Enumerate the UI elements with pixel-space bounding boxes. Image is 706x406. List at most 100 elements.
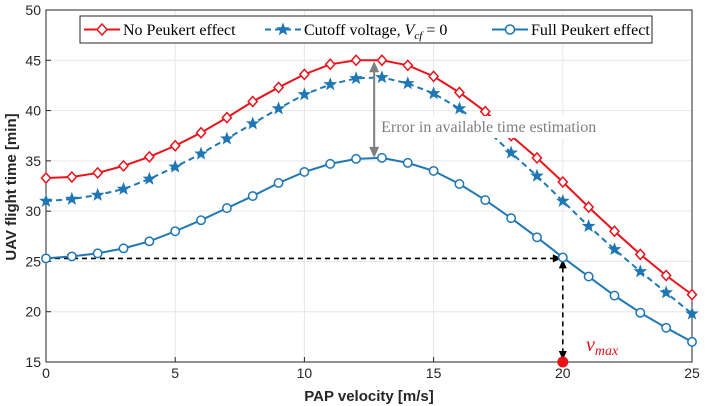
data-point <box>324 58 336 71</box>
data-point <box>686 288 698 301</box>
y-tick-label: 45 <box>25 52 41 68</box>
data-point <box>426 86 441 100</box>
data-point <box>608 225 620 238</box>
legend-label-cutoff: Cutoff voltage, Vcf = 0 <box>304 22 447 42</box>
vmax-label-sub: max <box>595 344 619 359</box>
x-tick-label: 10 <box>297 365 313 381</box>
data-point <box>118 243 129 254</box>
data-point <box>196 215 206 226</box>
legend-item-full-peukert: Full Peukert effect <box>492 22 650 39</box>
data-point <box>66 251 77 262</box>
data-point <box>143 150 155 163</box>
data-point <box>609 290 620 301</box>
data-point <box>298 68 310 81</box>
data-point <box>221 111 233 124</box>
series-3 <box>41 152 697 347</box>
data-point <box>687 336 697 347</box>
legend-marker-diamond-icon <box>95 22 109 37</box>
error-annotation-text: Error in available time estimation <box>381 119 596 136</box>
x-tick-label: 20 <box>555 365 571 381</box>
data-point <box>247 95 259 108</box>
y-tick-label: 20 <box>25 304 41 320</box>
data-point <box>299 166 310 177</box>
y-axis-label: UAV flight time [min] <box>3 113 20 260</box>
data-point <box>245 116 260 130</box>
data-point <box>635 307 646 318</box>
data-point <box>480 195 491 206</box>
data-point <box>92 248 103 259</box>
arrow-right-icon <box>552 254 562 263</box>
x-tick-label: 15 <box>426 365 442 381</box>
legend-label-no-peukert: No Peukert effect <box>123 22 236 39</box>
data-point <box>325 158 336 169</box>
vmax-label: vmax <box>586 334 619 359</box>
data-point <box>634 248 646 261</box>
data-point <box>349 71 363 85</box>
data-point <box>376 54 388 67</box>
data-point <box>530 168 544 182</box>
annotations <box>46 254 567 360</box>
data-point <box>557 252 568 263</box>
data-point <box>661 322 672 333</box>
data-point <box>453 86 465 99</box>
data-point <box>583 271 594 282</box>
data-point <box>221 203 232 214</box>
y-tick-label: 50 <box>25 2 41 18</box>
data-point <box>194 146 208 160</box>
data-point <box>273 81 285 94</box>
series-line <box>45 59 693 296</box>
x-tick-label: 0 <box>42 365 50 381</box>
y-tick-label: 40 <box>25 103 41 119</box>
legend-cutoff-suffix: = 0 <box>422 22 447 39</box>
vmax-point <box>557 356 569 368</box>
data-point <box>170 226 181 237</box>
y-tick-label: 30 <box>25 203 41 219</box>
arrow-down-icon <box>558 351 567 360</box>
series-layer <box>39 54 699 347</box>
data-point <box>220 131 234 145</box>
data-point <box>452 101 467 115</box>
data-point <box>142 171 157 185</box>
x-axis: 0 5 10 15 20 25 <box>42 357 700 381</box>
legend: No Peukert effect Cutoff voltage, Vcf = … <box>79 15 653 44</box>
data-point <box>271 101 286 115</box>
data-point <box>400 76 415 90</box>
data-point <box>118 159 130 173</box>
data-point <box>39 193 53 207</box>
data-point <box>116 181 131 195</box>
series-2 <box>39 70 699 320</box>
data-point <box>607 242 622 256</box>
legend-label-full-peukert: Full Peukert effect <box>531 22 650 39</box>
data-point <box>90 187 105 201</box>
data-point <box>506 213 517 224</box>
data-point <box>40 171 52 185</box>
arrow-down-icon <box>369 146 380 158</box>
arrow-up-icon <box>369 61 380 73</box>
data-point <box>402 59 414 72</box>
legend-item-no-peukert: No Peukert effect <box>84 22 236 39</box>
data-point <box>144 236 155 247</box>
data-point <box>92 166 104 180</box>
y-tick-label: 35 <box>25 153 41 169</box>
legend-box <box>79 15 653 44</box>
data-point <box>323 77 338 91</box>
data-point <box>297 87 312 101</box>
data-point <box>351 153 362 164</box>
annotations-front: Error in available time estimation <box>369 61 661 368</box>
legend-cutoff-prefix: Cutoff voltage, <box>304 22 405 39</box>
data-point <box>633 264 648 278</box>
data-point <box>531 151 543 164</box>
x-tick-label: 25 <box>684 365 700 381</box>
error-label-background <box>378 116 661 138</box>
plot-frame <box>45 9 693 363</box>
data-point <box>659 285 673 299</box>
data-point <box>504 145 518 159</box>
data-point <box>454 179 465 189</box>
data-point <box>532 232 542 243</box>
legend-marker-circle-icon <box>504 24 516 35</box>
y-axis: 15 20 25 30 35 40 45 50 <box>25 2 51 370</box>
vmax-label-main: v <box>586 334 595 356</box>
data-point <box>41 253 51 264</box>
data-point <box>581 219 596 233</box>
